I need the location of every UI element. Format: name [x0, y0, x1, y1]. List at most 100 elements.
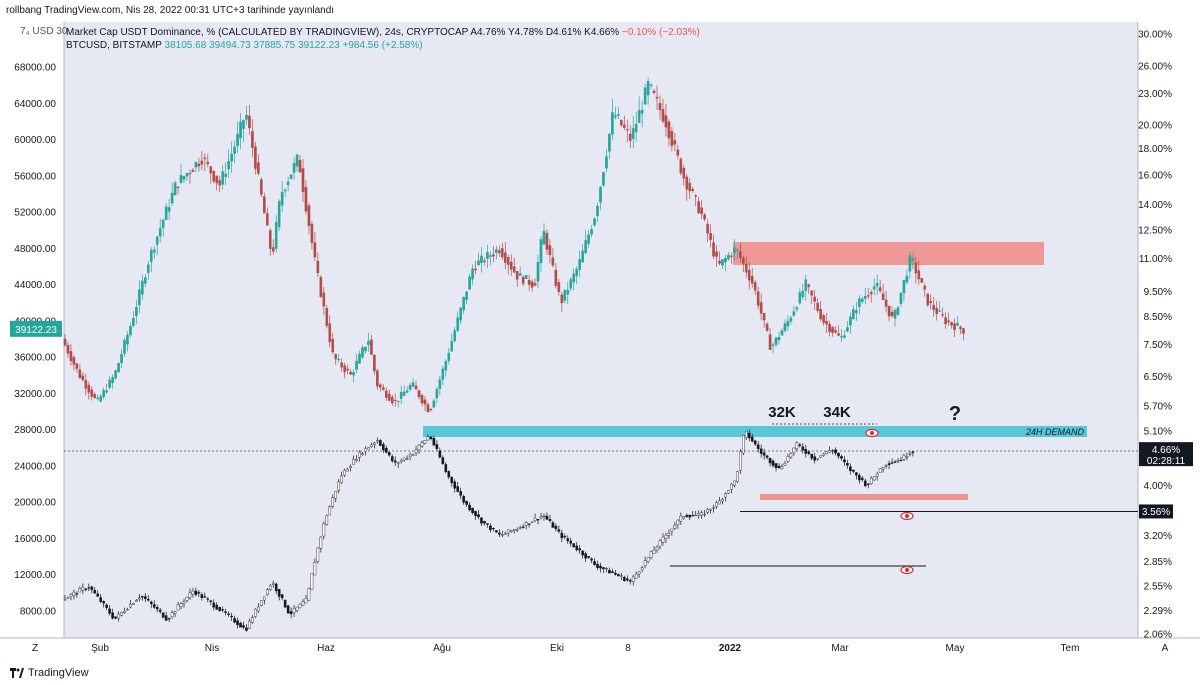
usdt-candle[interactable] [414, 449, 418, 454]
btc-candle[interactable] [688, 182, 692, 192]
btc-candle[interactable] [301, 168, 305, 192]
btc-candle[interactable] [649, 84, 653, 86]
usdt-candle[interactable] [846, 462, 849, 466]
usdt-candle[interactable] [902, 455, 906, 460]
btc-candle[interactable] [468, 276, 471, 290]
btc-candle[interactable] [670, 130, 674, 146]
demand-zone-24h[interactable] [423, 426, 1087, 437]
usdt-candle[interactable] [646, 557, 650, 562]
usdt-candle[interactable] [399, 460, 403, 463]
btc-candle[interactable] [277, 201, 281, 228]
usdt-candle[interactable] [890, 462, 894, 464]
usdt-candle[interactable] [325, 515, 329, 525]
usdt-candle[interactable] [795, 442, 799, 449]
btc-candle[interactable] [274, 222, 278, 249]
usdt-candle[interactable] [141, 596, 144, 598]
usdt-candle[interactable] [780, 466, 784, 469]
btc-candle[interactable] [869, 292, 873, 295]
btc-candle[interactable] [679, 158, 683, 174]
usdt-candle[interactable] [245, 627, 248, 631]
usdt-candle[interactable] [661, 536, 665, 543]
btc-candle[interactable] [780, 330, 784, 336]
btc-candle[interactable] [426, 404, 430, 413]
btc-candle[interactable] [557, 282, 561, 293]
usdt-candle[interactable] [465, 501, 468, 505]
usdt-candle[interactable] [191, 590, 195, 595]
btc-candle[interactable] [709, 233, 712, 240]
usdt-candle[interactable] [78, 588, 82, 593]
btc-candle[interactable] [158, 228, 162, 237]
btc-candle[interactable] [474, 268, 477, 271]
legend-row-usdt[interactable]: Market Cap USDT Dominance, % (CALCULATED… [66, 26, 700, 39]
usdt-candle[interactable] [161, 612, 165, 618]
btc-candle[interactable] [367, 341, 370, 346]
usdt-candle[interactable] [316, 547, 320, 562]
usdt-candle[interactable] [164, 615, 168, 621]
usdt-candle[interactable] [99, 597, 102, 602]
usdt-candle[interactable] [408, 454, 412, 457]
btc-candle[interactable] [382, 387, 385, 390]
usdt-candle[interactable] [200, 594, 204, 598]
btc-candle[interactable] [465, 291, 468, 300]
usdt-candle[interactable] [715, 502, 718, 507]
btc-candle[interactable] [114, 370, 117, 379]
usdt-candle[interactable] [563, 535, 567, 538]
btc-candle[interactable] [863, 296, 867, 299]
usdt-candle[interactable] [227, 613, 230, 615]
usdt-candle[interactable] [596, 563, 599, 568]
btc-candle[interactable] [959, 326, 962, 329]
btc-candle[interactable] [441, 368, 445, 380]
btc-candle[interactable] [813, 296, 816, 302]
usdt-candle[interactable] [542, 515, 546, 518]
btc-candle[interactable] [587, 234, 590, 244]
btc-candle[interactable] [953, 323, 956, 330]
usdt-candle[interactable] [810, 453, 814, 459]
btc-candle[interactable] [893, 310, 897, 319]
btc-candle[interactable] [941, 314, 944, 316]
btc-candle[interactable] [146, 264, 150, 273]
btc-candle[interactable] [331, 338, 335, 353]
usdt-candle[interactable] [807, 451, 811, 454]
btc-candle[interactable] [417, 390, 421, 398]
btc-candle[interactable] [828, 324, 831, 332]
usdt-candle[interactable] [349, 466, 352, 468]
btc-candle[interactable] [938, 310, 941, 312]
btc-candle[interactable] [617, 114, 620, 116]
usdt-candle[interactable] [557, 529, 561, 532]
usdt-candle[interactable] [593, 561, 596, 565]
usdt-candle[interactable] [863, 480, 867, 487]
btc-candle[interactable] [152, 249, 156, 253]
usdt-candle[interactable] [881, 467, 885, 470]
btc-candle[interactable] [744, 263, 748, 273]
usdt-candle[interactable] [411, 454, 415, 456]
btc-candle[interactable] [483, 260, 486, 262]
btc-candle[interactable] [545, 232, 549, 250]
usdt-candle[interactable] [93, 590, 97, 594]
usdt-candle[interactable] [742, 435, 745, 454]
btc-candle[interactable] [703, 214, 706, 220]
btc-candle[interactable] [852, 309, 855, 320]
usdt-candle[interactable] [878, 468, 882, 473]
usdt-candle[interactable] [170, 612, 174, 618]
btc-candle[interactable] [786, 320, 790, 327]
usdt-candle[interactable] [730, 483, 733, 490]
usdt-candle[interactable] [783, 463, 787, 466]
btc-candle[interactable] [614, 115, 617, 118]
usdt-candle[interactable] [765, 455, 769, 458]
usdt-candle[interactable] [545, 515, 549, 520]
usdt-candle[interactable] [721, 499, 724, 502]
usdt-candle[interactable] [435, 444, 439, 449]
usdt-candle[interactable] [587, 555, 590, 558]
usdt-candle[interactable] [280, 594, 284, 599]
btc-candle[interactable] [456, 317, 460, 331]
usdt-candle[interactable] [813, 456, 816, 461]
usdt-candle[interactable] [230, 615, 233, 618]
btc-candle[interactable] [640, 109, 644, 114]
btc-candle[interactable] [316, 260, 320, 274]
usdt-candle[interactable] [584, 553, 587, 559]
usdt-candle[interactable] [753, 440, 757, 445]
usdt-candle[interactable] [759, 448, 763, 454]
usdt-candle[interactable] [611, 571, 614, 574]
btc-candle[interactable] [444, 361, 448, 371]
usdt-candle[interactable] [90, 586, 94, 590]
